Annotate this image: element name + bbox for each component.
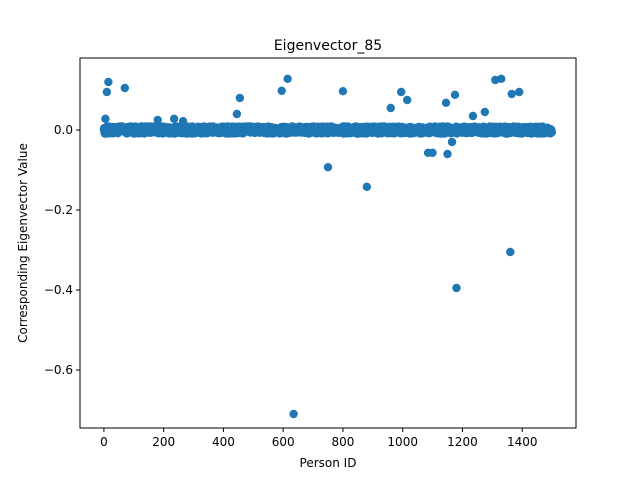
- data-point-outlier: [452, 283, 461, 293]
- data-points: [99, 74, 556, 419]
- x-tick-label: 0: [100, 435, 108, 449]
- data-point-outlier: [468, 111, 478, 121]
- x-axis-ticks: 0 200 400 600 800 1000 1200 1400: [100, 428, 537, 449]
- y-axis-ticks: −0.6 −0.4 −0.2 0.0: [44, 123, 80, 377]
- y-tick-label: −0.4: [44, 283, 73, 297]
- data-point-outlier: [441, 98, 451, 108]
- data-point-outlier: [169, 114, 179, 124]
- chart-title: Eigenvector_85: [274, 38, 382, 54]
- data-point-outlier: [277, 86, 286, 96]
- data-point: [547, 128, 556, 137]
- x-tick-label: 600: [272, 435, 295, 449]
- y-tick-label: −0.6: [44, 363, 73, 377]
- data-point-outlier: [515, 87, 524, 97]
- y-axis-label: Corresponding Eigenvector Value: [16, 143, 30, 343]
- x-tick-label: 1000: [387, 435, 418, 449]
- data-point-outlier: [428, 148, 437, 157]
- data-point-outlier: [497, 74, 506, 84]
- data-point-outlier: [120, 83, 130, 93]
- data-point-outlier: [480, 107, 490, 117]
- data-point-outlier: [101, 114, 110, 124]
- data-point-outlier: [232, 109, 242, 119]
- data-point-outlier: [102, 87, 112, 97]
- data-point-outlier: [447, 137, 457, 147]
- x-tick-label: 200: [152, 435, 175, 449]
- data-point-outlier: [397, 87, 406, 97]
- data-point-outlier: [507, 89, 516, 99]
- x-tick-label: 800: [331, 435, 354, 449]
- y-tick-label: 0.0: [54, 123, 73, 137]
- data-point-outlier: [450, 90, 460, 100]
- x-tick-label: 1200: [447, 435, 478, 449]
- data-point-outlier: [386, 103, 395, 113]
- x-tick-label: 1400: [507, 435, 538, 449]
- data-point-outlier: [283, 74, 292, 84]
- plot-frame: [79, 57, 577, 429]
- data-point-outlier: [443, 149, 452, 159]
- x-axis-label: Person ID: [300, 456, 357, 470]
- data-point-outlier: [362, 182, 372, 191]
- data-point-outlier: [235, 93, 245, 103]
- data-point-outlier: [402, 95, 412, 105]
- data-point-outlier: [104, 77, 113, 87]
- data-point-outlier: [323, 163, 333, 172]
- data-point-outlier: [153, 115, 162, 125]
- data-point-outlier: [178, 117, 188, 126]
- data-point-outlier: [338, 87, 348, 96]
- data-point-outlier: [289, 409, 298, 419]
- x-tick-label: 400: [212, 435, 235, 449]
- data-point-outlier: [506, 247, 515, 257]
- y-tick-label: −0.2: [44, 203, 73, 217]
